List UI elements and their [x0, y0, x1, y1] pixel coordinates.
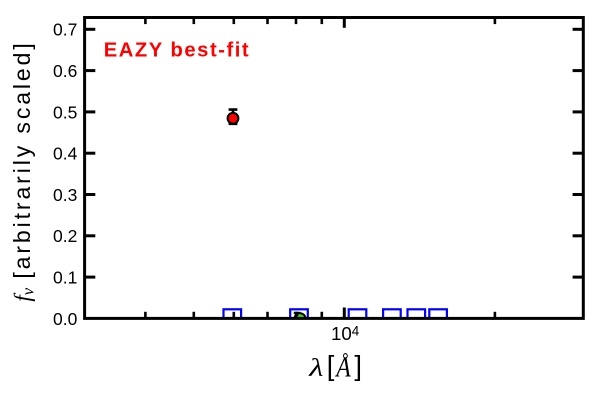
svg-text:0.7: 0.7 [53, 20, 77, 40]
svg-text:EAZY best-fit: EAZY best-fit [104, 39, 251, 61]
svg-text:[: [ [327, 350, 335, 381]
svg-text:fν [arbitrarily scaled]: fν [arbitrarily scaled] [9, 40, 38, 301]
svg-text:0.3: 0.3 [53, 185, 77, 205]
svg-text:0.1: 0.1 [53, 268, 77, 288]
svg-text:λ: λ [308, 355, 324, 382]
svg-text:0.5: 0.5 [53, 102, 77, 122]
svg-text:0.0: 0.0 [53, 309, 78, 329]
svg-text:0.2: 0.2 [53, 226, 77, 246]
svg-text:]: ] [354, 350, 362, 381]
svg-text:Å: Å [335, 352, 351, 384]
svg-text:0.4: 0.4 [53, 144, 78, 164]
svg-text:0.6: 0.6 [53, 61, 77, 81]
